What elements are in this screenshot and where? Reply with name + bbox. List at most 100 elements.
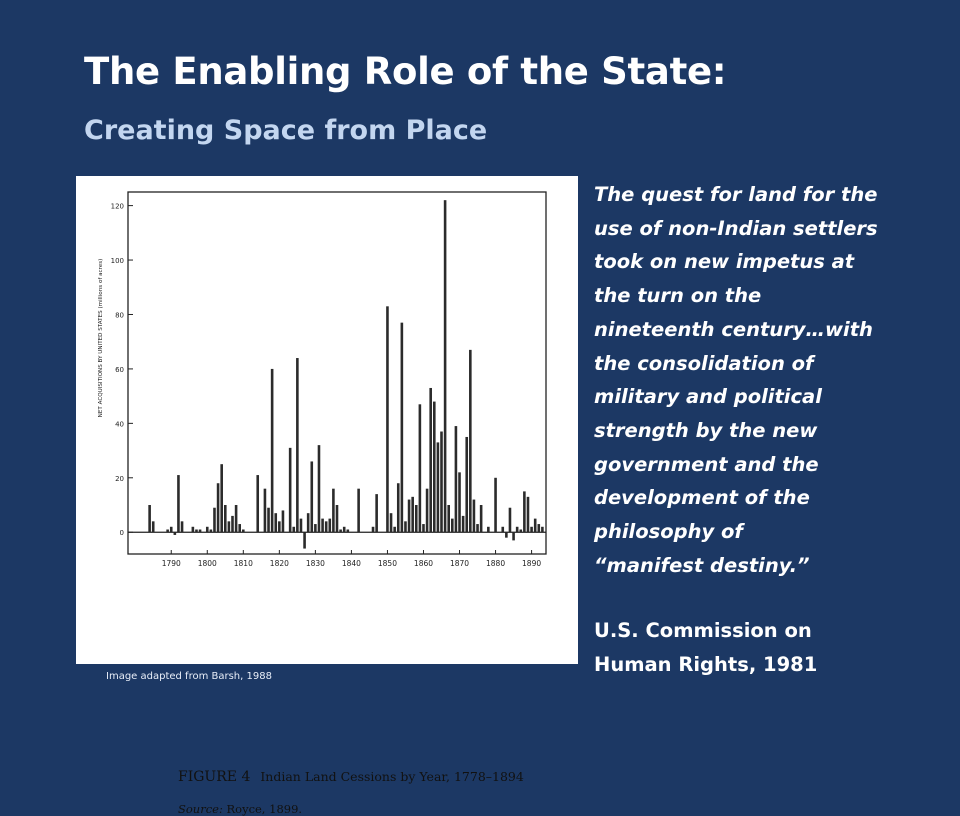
bar xyxy=(216,483,220,533)
bar xyxy=(281,510,285,533)
x-tick-label: 1840 xyxy=(342,559,361,568)
bar xyxy=(436,442,440,533)
bar xyxy=(494,477,497,533)
bar xyxy=(324,521,328,533)
bar xyxy=(220,464,223,533)
x-tick-label: 1800 xyxy=(198,559,217,568)
figure-caption-text: Indian Land Cessions by Year, 1778–1894 xyxy=(260,769,524,784)
quote-line: nineteenth century…with xyxy=(594,317,873,341)
bar xyxy=(278,521,281,533)
bar xyxy=(299,518,303,533)
slide-subtitle: Creating Space from Place xyxy=(84,115,488,146)
bar xyxy=(195,529,198,533)
bar xyxy=(454,426,458,533)
bar xyxy=(177,475,180,533)
y-tick-label: 40 xyxy=(115,420,124,428)
x-tick-label: 1790 xyxy=(162,559,181,568)
bar xyxy=(314,524,317,533)
bar xyxy=(386,306,389,533)
y-tick-label: 120 xyxy=(111,203,124,211)
bar xyxy=(505,532,508,538)
bar xyxy=(476,524,479,533)
bar xyxy=(151,521,155,533)
bar xyxy=(169,526,173,533)
bar xyxy=(346,529,350,533)
bar xyxy=(519,529,523,533)
bar xyxy=(472,499,476,533)
attribution-line: U.S. Commission on xyxy=(594,619,812,642)
land-cessions-chart: 0 20 40 60 80 100 120 1790 1800 1810 1820 1830 1840 1… xyxy=(98,191,547,568)
quote-line: The quest for land for the xyxy=(594,183,878,206)
bar xyxy=(418,404,422,533)
x-tick-label: 1890 xyxy=(522,559,541,568)
bar xyxy=(296,358,299,533)
bar xyxy=(512,532,515,541)
bar xyxy=(209,529,213,533)
bar xyxy=(530,526,533,533)
bar xyxy=(303,532,306,549)
bar xyxy=(461,515,465,533)
quote-text: The quest for land for the use of non-In… xyxy=(594,178,904,582)
bar xyxy=(198,529,202,533)
figure-source-label: Source: xyxy=(178,802,223,816)
bar xyxy=(306,513,310,533)
bar xyxy=(148,505,151,533)
x-tick-label: 1880 xyxy=(486,559,505,568)
y-tick-label: 60 xyxy=(115,366,124,374)
bar xyxy=(541,526,544,533)
bar xyxy=(451,518,454,533)
x-tick-label: 1810 xyxy=(234,559,253,568)
quote-line: military and political xyxy=(594,385,822,409)
bar xyxy=(396,483,400,533)
bar xyxy=(328,518,332,533)
bar xyxy=(270,368,274,533)
plot-frame xyxy=(127,191,547,555)
x-tick-label: 1820 xyxy=(270,559,289,568)
bar xyxy=(501,526,505,533)
bar xyxy=(425,488,429,533)
bar xyxy=(389,513,393,533)
bar xyxy=(274,513,278,533)
quote-attribution: U.S. Commission on Human Rights, 1981 xyxy=(594,614,817,681)
quote-line: use of non-Indian settlers xyxy=(594,216,878,240)
image-credit: Image adapted from Barsh, 1988 xyxy=(106,671,272,682)
bar xyxy=(263,488,267,533)
x-tick-label: 1860 xyxy=(414,559,433,568)
bar xyxy=(227,521,231,533)
quote-line: the turn on the xyxy=(594,284,762,308)
bar xyxy=(191,526,195,533)
attribution-line: Human Rights, 1981 xyxy=(594,652,818,676)
bar xyxy=(523,491,526,533)
bar xyxy=(508,507,512,533)
quote-line: government and the xyxy=(594,452,819,476)
bar xyxy=(443,200,447,533)
x-tick-label: 1830 xyxy=(306,559,325,568)
quote-line: development of the xyxy=(594,486,810,510)
bar xyxy=(231,515,234,533)
quote-line: “manifest destiny.” xyxy=(594,553,810,577)
y-tick-label: 100 xyxy=(111,257,124,265)
bar xyxy=(465,436,469,533)
bar xyxy=(310,461,314,533)
bar xyxy=(173,532,177,535)
bar xyxy=(404,521,407,533)
bar xyxy=(429,387,432,533)
bar xyxy=(342,526,346,533)
bar xyxy=(166,529,169,533)
bar xyxy=(256,475,260,533)
bar xyxy=(407,499,411,533)
bar xyxy=(487,526,490,533)
bar xyxy=(205,526,209,533)
bar xyxy=(238,524,242,533)
bar xyxy=(432,401,436,533)
bar xyxy=(515,526,519,533)
bar xyxy=(400,322,404,533)
bar xyxy=(213,507,216,533)
bar xyxy=(335,505,339,533)
bar xyxy=(180,521,184,533)
bar xyxy=(458,472,461,533)
bar xyxy=(411,496,414,533)
bar xyxy=(469,349,472,533)
bar xyxy=(223,505,227,533)
bar xyxy=(288,447,292,533)
